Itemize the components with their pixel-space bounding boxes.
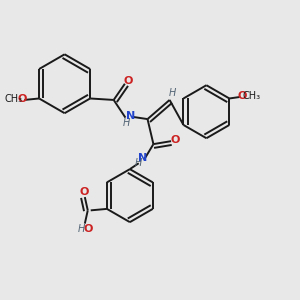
Text: N: N (138, 153, 147, 163)
Text: N: N (126, 111, 135, 121)
Text: O: O (124, 76, 133, 86)
Text: CH₃: CH₃ (4, 94, 22, 104)
Text: O: O (79, 188, 88, 197)
Text: H: H (135, 158, 142, 168)
Text: H: H (78, 224, 85, 234)
Text: O: O (238, 91, 247, 101)
Text: O: O (83, 224, 92, 234)
Text: H: H (168, 88, 176, 98)
Text: O: O (18, 94, 27, 104)
Text: H: H (123, 118, 130, 128)
Text: O: O (170, 135, 180, 145)
Text: CH₃: CH₃ (242, 91, 260, 101)
